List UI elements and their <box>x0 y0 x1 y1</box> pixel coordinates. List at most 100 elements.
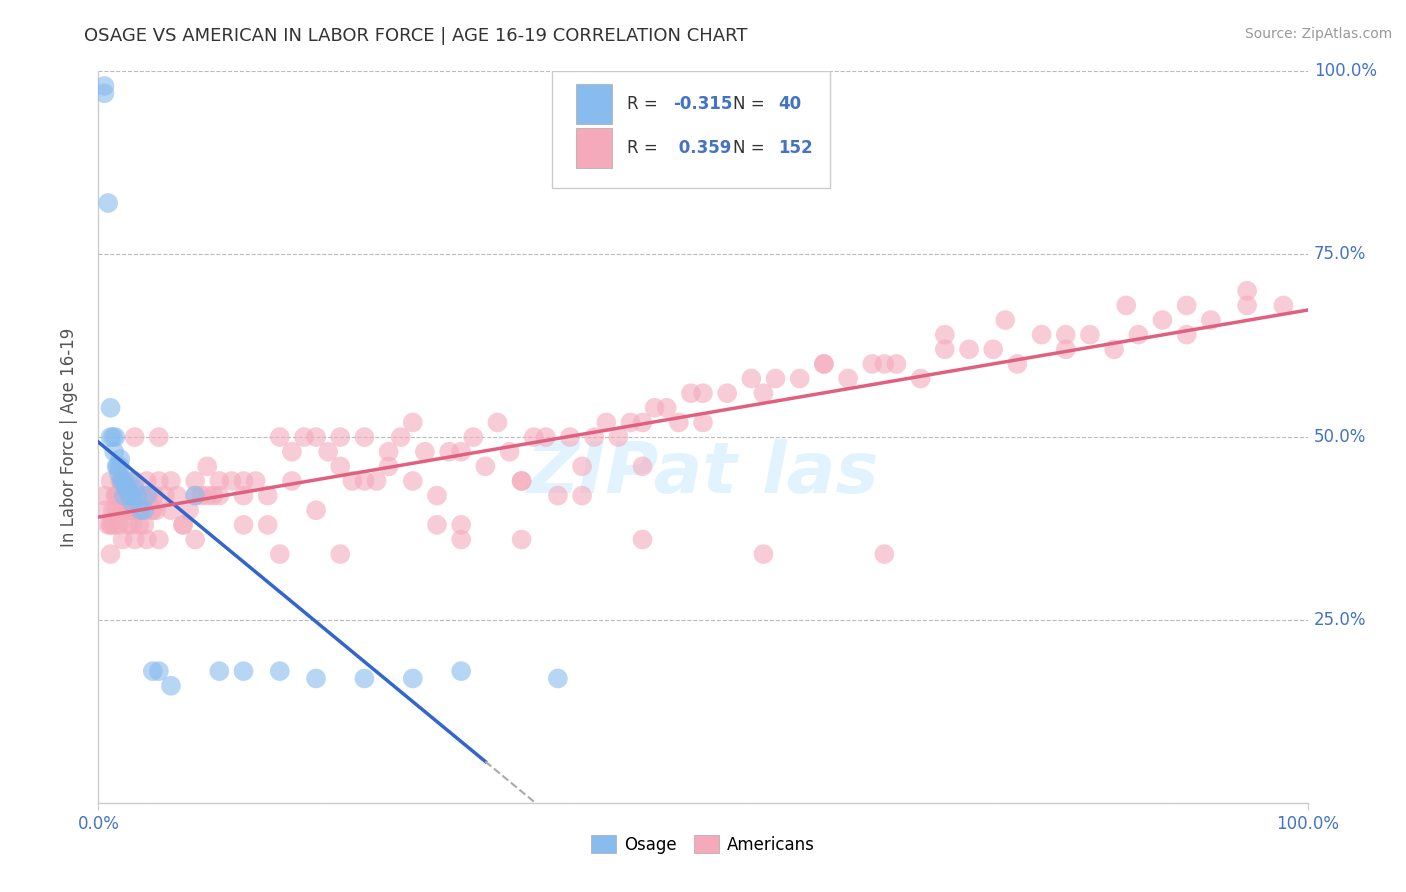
Point <box>118 489 141 503</box>
Point <box>957 343 980 357</box>
Point <box>160 503 183 517</box>
Point <box>100 517 122 532</box>
Point <box>329 430 352 444</box>
Legend: Osage, Americans: Osage, Americans <box>585 829 821 860</box>
Point <box>934 327 956 342</box>
Point <box>100 430 122 444</box>
Point <box>377 444 399 458</box>
Point <box>437 444 460 458</box>
Point <box>121 496 143 510</box>
Point <box>221 474 243 488</box>
Point <box>450 533 472 547</box>
Point <box>115 481 138 495</box>
Point <box>184 474 207 488</box>
Point <box>1128 327 1150 342</box>
Point <box>631 459 654 474</box>
Point <box>1054 343 1077 357</box>
Point <box>450 664 472 678</box>
Point <box>860 357 883 371</box>
Point <box>131 489 153 503</box>
Point <box>329 459 352 474</box>
Point <box>679 386 702 401</box>
Point <box>426 489 449 503</box>
Point <box>269 664 291 678</box>
Point <box>377 459 399 474</box>
Point <box>1236 284 1258 298</box>
Point <box>558 430 581 444</box>
Point <box>232 664 254 678</box>
Point <box>135 489 157 503</box>
Point <box>100 547 122 561</box>
FancyBboxPatch shape <box>576 84 613 124</box>
Point <box>129 489 152 503</box>
Point <box>607 430 630 444</box>
Point <box>148 533 170 547</box>
Point <box>463 430 485 444</box>
Text: OSAGE VS AMERICAN IN LABOR FORCE | AGE 16-19 CORRELATION CHART: OSAGE VS AMERICAN IN LABOR FORCE | AGE 1… <box>84 27 748 45</box>
Point <box>1007 357 1029 371</box>
Point <box>571 459 593 474</box>
Point <box>97 196 120 211</box>
Point <box>655 401 678 415</box>
Point <box>184 489 207 503</box>
Point <box>93 78 115 93</box>
Point <box>450 517 472 532</box>
FancyBboxPatch shape <box>576 128 613 169</box>
Point <box>118 474 141 488</box>
Point <box>631 416 654 430</box>
Point <box>101 430 124 444</box>
Point <box>208 664 231 678</box>
Point <box>117 489 139 503</box>
Point <box>1152 313 1174 327</box>
Point <box>1236 298 1258 312</box>
Y-axis label: In Labor Force | Age 16-19: In Labor Force | Age 16-19 <box>59 327 77 547</box>
Point <box>104 489 127 503</box>
Point <box>108 452 131 467</box>
Point <box>886 357 908 371</box>
Point <box>118 489 141 503</box>
Point <box>402 474 425 488</box>
Point <box>292 430 315 444</box>
Text: R =: R = <box>627 95 662 113</box>
Point <box>103 444 125 458</box>
Text: 100.0%: 100.0% <box>1313 62 1376 80</box>
Text: R =: R = <box>627 139 662 157</box>
Point <box>595 416 617 430</box>
Point <box>413 444 436 458</box>
Point <box>103 517 125 532</box>
Point <box>111 474 134 488</box>
Point <box>342 474 364 488</box>
Point <box>120 489 142 503</box>
Point <box>122 503 145 517</box>
Point <box>127 503 149 517</box>
Point <box>716 386 738 401</box>
Point <box>190 489 212 503</box>
Point <box>402 416 425 430</box>
Point <box>195 459 218 474</box>
Point <box>534 430 557 444</box>
Point <box>353 430 375 444</box>
Point <box>450 444 472 458</box>
Point <box>571 489 593 503</box>
Point <box>94 503 117 517</box>
Point <box>1272 298 1295 312</box>
Point <box>619 416 641 430</box>
Point <box>104 430 127 444</box>
Point <box>107 459 129 474</box>
Point <box>184 489 207 503</box>
Point <box>668 416 690 430</box>
Point <box>837 371 859 385</box>
Text: 40: 40 <box>778 95 801 113</box>
Point <box>631 533 654 547</box>
Point <box>114 489 136 503</box>
Point <box>994 313 1017 327</box>
Point <box>305 503 328 517</box>
Point <box>474 459 496 474</box>
Point <box>789 371 811 385</box>
Point <box>124 481 146 495</box>
Point <box>100 517 122 532</box>
Point <box>256 517 278 532</box>
Point <box>93 489 115 503</box>
Point <box>208 489 231 503</box>
Point <box>426 517 449 532</box>
